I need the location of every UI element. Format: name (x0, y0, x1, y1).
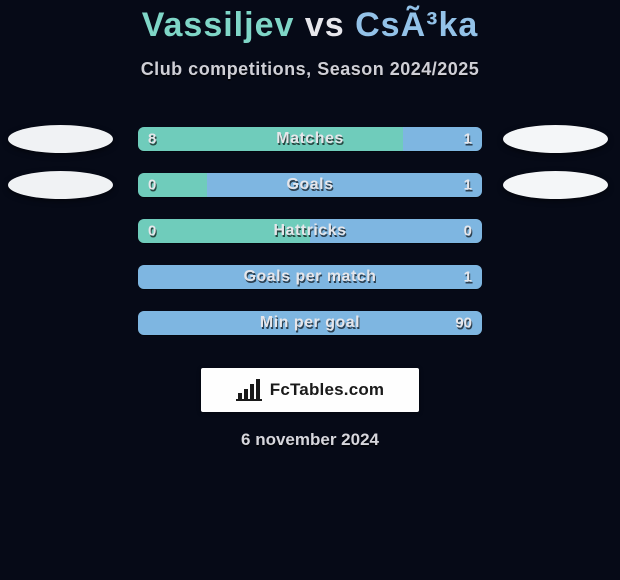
stat-row: Goals per match1 (0, 254, 620, 300)
stat-value-right: 0 (464, 223, 472, 240)
stat-bar-track: Goals per match1 (138, 265, 482, 289)
stat-value-right: 1 (464, 177, 472, 194)
stat-bar-track: Min per goal90 (138, 311, 482, 335)
comparison-card: Vassiljev vs CsÃ³ka Club competitions, S… (0, 6, 620, 580)
stat-value-left: 0 (148, 177, 156, 194)
stat-bar-right (138, 265, 482, 289)
comparison-chart: Matches81Goals01Hattricks00Goals per mat… (0, 116, 620, 346)
page-title: Vassiljev vs CsÃ³ka (0, 6, 620, 45)
team-badge-right (503, 125, 608, 153)
brand-text: FcTables.com (270, 380, 385, 400)
stat-value-right: 1 (464, 269, 472, 286)
subtitle: Club competitions, Season 2024/2025 (0, 59, 620, 80)
brand-badge: FcTables.com (201, 368, 419, 412)
stat-row: Min per goal90 (0, 300, 620, 346)
date-line: 6 november 2024 (0, 430, 620, 450)
stat-value-right: 1 (464, 131, 472, 148)
stat-row: Matches81 (0, 116, 620, 162)
stat-row: Hattricks00 (0, 208, 620, 254)
player-a-name: Vassiljev (142, 6, 295, 44)
stat-bar-track: Matches81 (138, 127, 482, 151)
vs-word: vs (305, 6, 345, 44)
stat-value-left: 8 (148, 131, 156, 148)
team-badge-left (8, 171, 113, 199)
team-badge-left (8, 125, 113, 153)
stat-value-right: 90 (455, 315, 472, 332)
player-b-name: CsÃ³ka (355, 6, 478, 44)
stat-value-left: 0 (148, 223, 156, 240)
stat-row: Goals01 (0, 162, 620, 208)
stat-bar-left (138, 219, 310, 243)
bar-chart-icon (236, 379, 264, 401)
stat-bar-right (138, 311, 482, 335)
stat-bar-track: Goals01 (138, 173, 482, 197)
stat-bar-left (138, 127, 403, 151)
stat-bar-right (207, 173, 482, 197)
stat-bar-track: Hattricks00 (138, 219, 482, 243)
stat-bar-right (310, 219, 482, 243)
team-badge-right (503, 171, 608, 199)
